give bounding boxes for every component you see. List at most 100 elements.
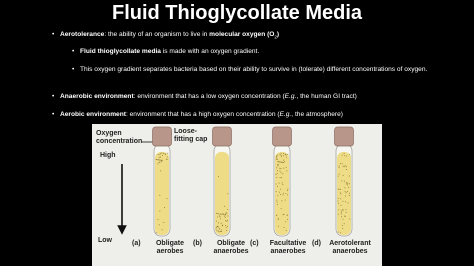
- bacteria-dot: [340, 216, 342, 218]
- bacteria-dot: [281, 156, 283, 158]
- bacteria-dot: [286, 156, 288, 158]
- bacteria-dot: [279, 167, 281, 169]
- bacteria-dot: [279, 170, 281, 172]
- bacteria-dot: [275, 157, 277, 159]
- bacteria-dot: [275, 191, 277, 193]
- tube-medium: [155, 152, 169, 235]
- tube-name: Obligate aerobes: [155, 240, 184, 255]
- bacteria-dot: [338, 209, 340, 211]
- bacteria-dot: [161, 229, 163, 231]
- bacteria-dot: [346, 166, 348, 168]
- bacteria-dot: [349, 154, 351, 156]
- bacteria-dot: [340, 211, 342, 213]
- bacteria-dot: [282, 213, 284, 215]
- bacteria-dot: [276, 201, 278, 203]
- bacteria-dot: [338, 173, 340, 175]
- tube-letter: (c): [250, 240, 259, 247]
- axis-label: Oxygen concentration: [96, 130, 143, 145]
- text: E.g.: [284, 93, 297, 100]
- text: : the ability of an organism to live in: [104, 31, 210, 38]
- bacteria-dot: [346, 182, 348, 184]
- bacteria-dot: [277, 225, 279, 227]
- bacteria-dot: [341, 154, 343, 156]
- bacteria-dot: [158, 162, 160, 164]
- bacteria-dot: [221, 225, 223, 227]
- bacteria-dot: [339, 188, 341, 190]
- bacteria-dot: [341, 180, 343, 182]
- bacteria-dot: [276, 156, 278, 158]
- bacteria-dot: [337, 200, 339, 202]
- bacteria-dot: [161, 152, 163, 154]
- bacteria-dot: [157, 153, 159, 155]
- term: Aerobic environment: [60, 111, 126, 118]
- bacteria-dot: [282, 192, 284, 194]
- bacteria-dot: [346, 155, 348, 157]
- bacteria-dot: [283, 159, 285, 161]
- bacteria-dot: [285, 193, 287, 195]
- bacteria-dot: [281, 200, 283, 202]
- bacteria-dot: [226, 219, 228, 221]
- bacteria-dot: [278, 182, 280, 184]
- bacteria-dot: [341, 210, 343, 212]
- bacteria-dot: [337, 175, 339, 177]
- bacteria-dot: [341, 213, 343, 215]
- bacteria-dot: [277, 163, 279, 165]
- bacteria-dot: [286, 170, 288, 172]
- low-label: Low: [98, 237, 112, 244]
- bacteria-dot: [226, 229, 228, 231]
- bacteria-dot: [348, 186, 350, 188]
- bacteria-dot: [342, 218, 344, 220]
- text: : environment that has a low oxygen conc…: [133, 93, 285, 100]
- bacteria-dot: [285, 221, 287, 223]
- bacteria-dot: [163, 222, 165, 224]
- bacteria-dot: [155, 232, 157, 234]
- bacteria-dot: [342, 200, 344, 202]
- bacteria-dot: [277, 217, 279, 219]
- bacteria-dot: [287, 194, 289, 196]
- bacteria-dot: [280, 172, 282, 174]
- bacteria-dot: [159, 154, 161, 156]
- bacteria-dot: [225, 220, 227, 222]
- bacteria-dot: [221, 213, 223, 215]
- bacteria-dot: [275, 174, 277, 176]
- bacteria-dot: [158, 159, 160, 161]
- tube-name: Facultative anaerobes: [269, 240, 307, 255]
- bacteria-dot: [276, 199, 278, 201]
- tube-name: Obligate anaerobes: [213, 240, 249, 255]
- bacteria-dot: [215, 228, 217, 230]
- bacteria-dot: [276, 170, 278, 172]
- bacteria-dot: [344, 191, 346, 193]
- bacteria-dot: [216, 225, 218, 227]
- bacteria-dot: [276, 214, 278, 216]
- bacteria-dot: [225, 227, 227, 229]
- bullet: Anaerobic environment: environment that …: [52, 93, 450, 102]
- bacteria-dot: [218, 215, 220, 217]
- bacteria-dot: [217, 216, 219, 218]
- bullet: Aerotolerance: the ability of an organis…: [52, 31, 450, 42]
- term: ): [276, 31, 280, 38]
- bacteria-dot: [340, 193, 342, 195]
- tube-name: Aerotolerant anaerobes: [329, 240, 371, 255]
- bacteria-dot: [215, 227, 217, 229]
- bacteria-dot: [225, 225, 227, 227]
- bacteria-dot: [166, 158, 168, 160]
- bacteria-dot: [276, 177, 278, 179]
- bacteria-dot: [224, 217, 226, 219]
- bacteria-dot: [218, 227, 220, 229]
- subscript: 2: [274, 34, 277, 40]
- bacteria-dot: [158, 224, 160, 226]
- bacteria-dot: [282, 173, 284, 175]
- bacteria-dot: [220, 213, 222, 215]
- bacteria-dot: [226, 226, 228, 228]
- bacteria-dot: [158, 157, 160, 159]
- bacteria-dot: [338, 166, 340, 168]
- bacteria-dot: [344, 165, 346, 167]
- bullet: Aerobic environment: environment that ha…: [52, 111, 450, 120]
- bacteria-dot: [161, 159, 163, 161]
- bacteria-dot: [280, 154, 282, 156]
- bacteria-dot: [344, 215, 346, 217]
- bacteria-dot: [276, 159, 278, 161]
- tube-cap: [152, 126, 172, 147]
- bacteria-dot: [347, 202, 349, 204]
- bullet: Fluid thioglycollate media is made with …: [72, 48, 450, 57]
